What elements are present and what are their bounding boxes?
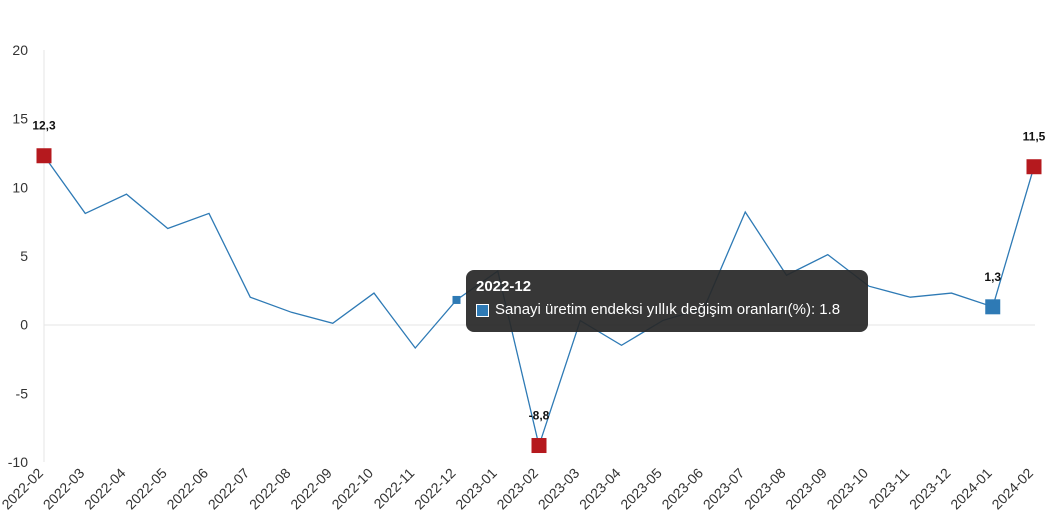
x-tick-label: 2022-11 (370, 465, 417, 512)
x-tick-label: 2023-10 (823, 465, 871, 513)
y-tick-label: 10 (12, 179, 28, 195)
y-tick-label: 0 (20, 317, 28, 333)
highlight-marker[interactable] (1026, 159, 1042, 175)
y-tick-label: 20 (12, 42, 28, 58)
tooltip-category: 2022-12 (476, 278, 532, 295)
x-tick-label: 2023-07 (700, 465, 748, 513)
hover-marker[interactable] (452, 295, 461, 304)
x-tick-label: 2023-03 (535, 465, 583, 513)
x-tick-label: 2022-09 (287, 465, 335, 513)
highlight-marker[interactable] (531, 438, 547, 454)
x-tick-label: 2022-06 (163, 465, 211, 513)
x-tick-label: 2022-05 (122, 465, 170, 513)
x-tick-label: 2023-09 (782, 465, 830, 513)
x-tick-label: 2023-02 (493, 465, 541, 513)
tooltip-row: Sanayi üretim endeksi yıllık değişim ora… (476, 300, 858, 320)
y-axis-ticks: -10 -5 0 5 10 15 20 (8, 42, 28, 470)
x-tick-label: 2024-02 (988, 465, 1036, 513)
x-tick-label: 2023-08 (741, 465, 789, 513)
x-tick-label: 2022-03 (40, 465, 88, 513)
x-tick-label: 2022-07 (205, 465, 253, 513)
data-label: 11,5 (1023, 130, 1046, 144)
y-tick-label: -10 (8, 454, 28, 470)
highlight-marker[interactable] (36, 148, 52, 164)
x-tick-label: 2022-10 (328, 465, 376, 513)
x-tick-label: 2022-08 (246, 465, 294, 513)
x-tick-label: 2022-12 (411, 465, 459, 513)
y-tick-label: -5 (16, 385, 29, 401)
data-label: 12,3 (32, 119, 56, 133)
tooltip-text: Sanayi üretim endeksi yıllık değişim ora… (495, 301, 841, 318)
x-tick-label: 2024-01 (947, 465, 995, 513)
x-tick-label: 2023-12 (906, 465, 954, 513)
y-tick-label: 5 (20, 248, 28, 264)
x-axis-ticks: 2022-022022-032022-042022-052022-062022-… (0, 465, 1036, 513)
highlight-marker[interactable] (985, 299, 1001, 315)
x-tick-label: 2022-02 (0, 465, 46, 513)
data-label: -8,8 (529, 409, 550, 423)
x-tick-label: 2023-06 (658, 465, 706, 513)
data-label: 1,3 (984, 270, 1001, 284)
x-tick-label: 2022-04 (81, 465, 129, 513)
x-tick-label: 2023-04 (576, 465, 624, 513)
tooltip-series-swatch (476, 303, 489, 317)
x-tick-label: 2023-01 (452, 465, 500, 513)
chart-tooltip: 2022-12 Sanayi üretim endeksi yıllık değ… (466, 270, 868, 332)
x-tick-label: 2023-11 (865, 465, 912, 512)
data-labels: 12,3 -8,8 1,3 11,5 (32, 119, 1045, 423)
markers (36, 148, 1042, 454)
y-tick-label: 15 (12, 111, 28, 127)
x-tick-label: 2023-05 (617, 465, 665, 513)
